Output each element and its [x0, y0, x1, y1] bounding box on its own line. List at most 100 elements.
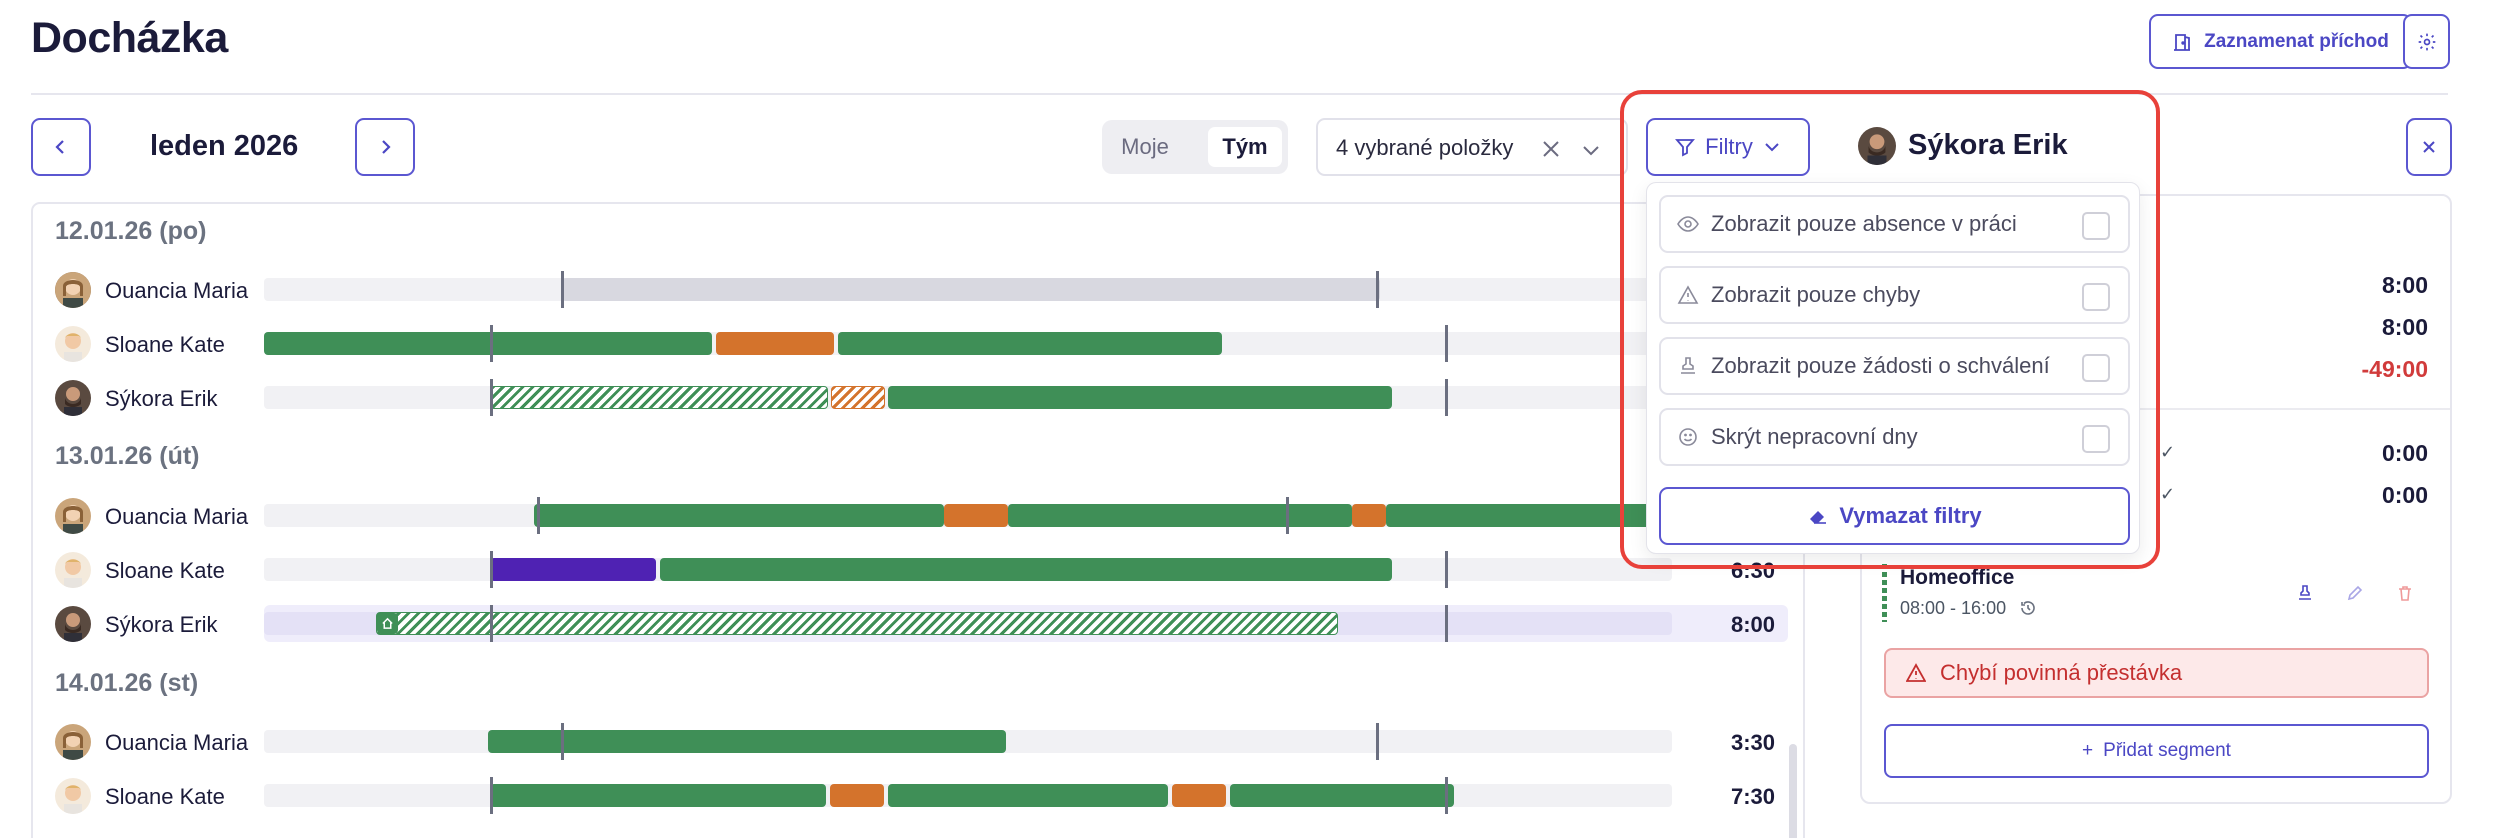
shift-marker	[1445, 605, 1448, 642]
shift-marker	[1445, 379, 1448, 416]
stamp-icon[interactable]	[2294, 582, 2316, 604]
warning-icon	[1677, 285, 1699, 304]
checkbox[interactable]	[2082, 212, 2110, 240]
checkbox[interactable]	[2082, 283, 2110, 311]
work-segment[interactable]	[1008, 504, 1352, 527]
timeline-track[interactable]	[264, 278, 1672, 301]
add-segment-button[interactable]: + Přidat segment	[1884, 724, 2429, 778]
view-toggle: Moje Tým	[1102, 120, 1288, 174]
row-name: Sýkora Erik	[105, 386, 218, 411]
close-icon	[2423, 141, 2435, 153]
people-select[interactable]: 4 vybrané položky	[1316, 118, 1628, 176]
edit-icon[interactable]	[2344, 582, 2366, 604]
detail-value: 0:00	[2381, 482, 2428, 508]
detail-value: 8:00	[2381, 272, 2428, 298]
timeline-track[interactable]	[264, 558, 1672, 581]
day-header: 12.01.26 (po)	[55, 217, 207, 245]
filter-only-absences[interactable]: Zobrazit pouze absence v práci	[1659, 195, 2130, 253]
avatar	[55, 326, 91, 362]
filters-button[interactable]: Filtry	[1646, 118, 1810, 176]
segment-indicator	[1882, 564, 1887, 622]
planned-shift-segment[interactable]	[562, 278, 1380, 301]
record-arrival-button[interactable]: Zaznamenat příchod	[2149, 14, 2412, 69]
break-segment[interactable]	[830, 784, 884, 807]
filter-only-errors[interactable]: Zobrazit pouze chyby	[1659, 266, 2130, 324]
work-segment[interactable]	[1230, 784, 1454, 807]
planned-work-segment[interactable]	[490, 386, 828, 409]
work-segment[interactable]	[490, 784, 826, 807]
shift-marker	[1286, 497, 1289, 534]
avatar	[55, 272, 91, 308]
break-segment[interactable]	[716, 332, 834, 355]
smile-icon	[1679, 428, 1697, 446]
row-total: 8:00	[1730, 612, 1775, 637]
timeline-track[interactable]	[264, 784, 1672, 807]
absence-segment[interactable]	[490, 558, 656, 581]
history-icon[interactable]	[2019, 599, 2037, 617]
shift-marker	[490, 379, 493, 416]
break-segment[interactable]	[1352, 504, 1386, 527]
people-select-value: 4 vybrané položky	[1336, 135, 1514, 160]
filter-hide-nonworking-days[interactable]: Skrýt nepracovní dny	[1659, 408, 2130, 466]
row-name: Ouancia Maria	[105, 504, 249, 529]
current-month: leden 2026	[150, 130, 299, 162]
break-segment[interactable]	[1172, 784, 1226, 807]
work-segment[interactable]	[534, 504, 944, 527]
timeline-track[interactable]	[264, 730, 1672, 753]
shift-marker	[1445, 777, 1448, 814]
detail-person-name: Sýkora Erik	[1908, 129, 2068, 161]
avatar	[55, 380, 91, 416]
shift-marker	[561, 723, 564, 760]
clear-filters-button[interactable]: Vymazat filtry	[1659, 487, 2130, 545]
timeline-track[interactable]	[264, 612, 1672, 635]
work-segment[interactable]	[1386, 504, 1672, 527]
shift-marker	[561, 271, 564, 308]
avatar	[55, 498, 91, 534]
row-name: Ouancia Maria	[105, 730, 249, 755]
planned-break-segment[interactable]	[831, 386, 885, 409]
filter-only-approval-requests[interactable]: Zobrazit pouze žádosti o schválení	[1659, 337, 2130, 395]
home-icon	[377, 613, 398, 634]
shift-marker	[537, 497, 540, 534]
page-title: Docházka	[31, 14, 228, 62]
add-segment-label: Přidat segment	[2103, 740, 2231, 761]
close-detail-button[interactable]	[2406, 118, 2452, 176]
stamp-icon	[1681, 357, 1695, 374]
checkbox[interactable]	[2082, 354, 2110, 382]
door-icon	[2174, 33, 2191, 51]
eraser-icon	[1810, 511, 1827, 524]
view-option-mine[interactable]: Moje	[1121, 134, 1169, 159]
work-segment[interactable]	[488, 730, 1006, 753]
segment-time: 08:00 - 16:00	[1900, 598, 2037, 619]
row-name: Sýkora Erik	[105, 612, 218, 637]
view-option-team[interactable]: Tým	[1208, 127, 1282, 167]
work-segment[interactable]	[264, 332, 712, 355]
work-segment[interactable]	[888, 386, 1392, 409]
work-segment[interactable]	[838, 332, 1222, 355]
avatar	[55, 724, 91, 760]
timeline-track[interactable]	[264, 332, 1672, 355]
shift-marker	[490, 551, 493, 588]
row-total: 7:30	[1730, 784, 1775, 809]
timeline-track[interactable]	[264, 504, 1672, 527]
missing-break-alert: Chybí povinná přestávka	[1884, 648, 2429, 698]
timeline-track[interactable]	[264, 386, 1672, 409]
avatar	[1858, 127, 1896, 165]
schedule-scrollbar[interactable]	[1789, 744, 1797, 838]
work-segment[interactable]	[660, 558, 1392, 581]
next-month-button[interactable]	[355, 118, 415, 176]
settings-button[interactable]	[2403, 14, 2450, 69]
delete-icon[interactable]	[2394, 582, 2416, 604]
shift-marker	[1445, 551, 1448, 588]
break-segment[interactable]	[944, 504, 1008, 527]
work-segment[interactable]	[888, 784, 1168, 807]
filters-label: Filtry	[1705, 134, 1753, 159]
row-total: 6:30	[1730, 558, 1775, 583]
detail-value: 0:00	[2381, 440, 2428, 466]
homeoffice-segment[interactable]	[376, 612, 1338, 635]
previous-month-button[interactable]	[31, 118, 91, 176]
clear-selection-icon[interactable]	[1540, 138, 1562, 160]
checkbox[interactable]	[2082, 425, 2110, 453]
row-name: Sloane Kate	[105, 784, 225, 809]
schedule-panel: 12.01.26 (po) Ouancia Maria Sloane Kate …	[31, 202, 1805, 838]
